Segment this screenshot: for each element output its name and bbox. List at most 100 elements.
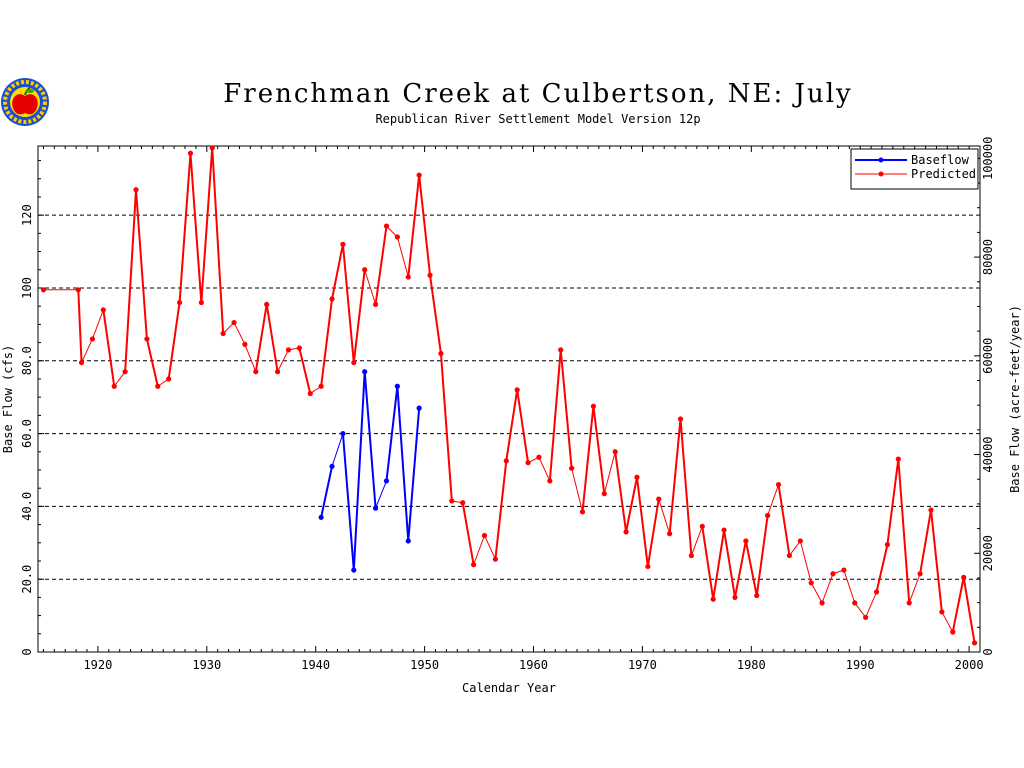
predicted-segment-24 xyxy=(320,297,334,388)
y-tick-label-3: 60.0 xyxy=(20,419,34,448)
predicted-point-7 xyxy=(133,187,139,193)
predicted-point-26 xyxy=(340,241,346,247)
chart-subtitle: Republican River Settlement Model Versio… xyxy=(375,112,700,126)
legend-label-baseflow: Baseflow xyxy=(911,153,970,167)
predicted-segment-80 xyxy=(929,509,943,613)
predicted-point-5 xyxy=(111,383,117,389)
x-tick-label-7: 1990 xyxy=(846,658,875,672)
series-predicted xyxy=(40,145,978,646)
predicted-point-16 xyxy=(231,319,237,326)
y-axis-label: Base Flow (cfs) xyxy=(1,345,15,453)
y-tick-label-0: 0 xyxy=(20,648,34,655)
y-tick-label-1: 20.0 xyxy=(20,565,34,594)
predicted-segment-61 xyxy=(723,529,736,599)
predicted-segment-69 xyxy=(810,582,823,604)
predicted-point-75 xyxy=(873,589,880,595)
predicted-point-43 xyxy=(525,460,531,466)
x-tick-label-8: 2000 xyxy=(955,658,984,672)
predicted-point-11 xyxy=(176,299,183,306)
predicted-point-77 xyxy=(895,456,901,462)
predicted-segment-25 xyxy=(331,243,344,300)
predicted-segment-12 xyxy=(189,152,203,304)
predicted-segment-16 xyxy=(233,322,246,345)
predicted-segment-5 xyxy=(113,371,126,387)
predicted-segment-18 xyxy=(254,303,268,373)
predicted-point-38 xyxy=(471,562,477,568)
predicted-segment-29 xyxy=(374,225,388,306)
y-tick-label-6: 120 xyxy=(20,204,34,226)
y2-axis-label: Base Flow (acre-feet/year) xyxy=(1008,305,1022,493)
predicted-segment-63 xyxy=(744,539,758,597)
predicted-point-55 xyxy=(656,496,662,502)
predicted-segment-83 xyxy=(962,576,976,644)
predicted-point-71 xyxy=(830,571,836,577)
predicted-segment-40 xyxy=(494,459,508,561)
y-tick-label-4: 80.0 xyxy=(20,346,34,375)
predicted-segment-41 xyxy=(505,388,519,462)
predicted-segment-10 xyxy=(167,301,181,380)
predicted-segment-19 xyxy=(265,303,279,373)
plot-frame xyxy=(37,145,981,653)
predicted-segment-14 xyxy=(211,146,225,335)
predicted-point-35 xyxy=(438,350,444,357)
predicted-point-20 xyxy=(274,369,281,375)
y2-tick-label-4: 80000 xyxy=(981,239,995,275)
predicted-segment-42 xyxy=(516,388,530,464)
predicted-point-83 xyxy=(961,574,967,580)
predicted-segment-49 xyxy=(592,405,606,495)
predicted-point-29 xyxy=(372,301,379,307)
predicted-point-4 xyxy=(100,307,106,313)
predicted-segment-48 xyxy=(581,405,595,513)
predicted-segment-68 xyxy=(799,540,812,584)
predicted-point-70 xyxy=(819,600,825,606)
y2-tick-label-3: 60000 xyxy=(981,338,995,374)
predicted-point-9 xyxy=(155,383,161,389)
series-baseflow xyxy=(318,369,422,573)
predicted-segment-8 xyxy=(145,337,159,388)
legend-marker-baseflow xyxy=(878,157,884,163)
predicted-segment-22 xyxy=(298,347,312,395)
predicted-point-27 xyxy=(351,359,357,366)
predicted-point-41 xyxy=(503,458,509,464)
predicted-point-28 xyxy=(362,267,368,273)
predicted-point-47 xyxy=(569,465,575,471)
predicted-point-31 xyxy=(394,234,400,240)
predicted-segment-38 xyxy=(473,535,485,566)
predicted-point-45 xyxy=(547,478,553,484)
predicted-segment-75 xyxy=(875,543,889,593)
predicted-point-48 xyxy=(579,509,586,515)
predicted-point-73 xyxy=(852,600,858,606)
predicted-segment-34 xyxy=(429,274,442,355)
baseflow-segment-1 xyxy=(331,433,344,467)
predicted-segment-31 xyxy=(396,236,409,278)
y2-tick-label-0: 0 xyxy=(981,648,995,655)
predicted-point-69 xyxy=(808,580,814,586)
legend: Baseflow Predicted xyxy=(850,148,979,190)
predicted-point-2 xyxy=(78,359,85,366)
baseflow-segment-6 xyxy=(385,385,399,482)
y-tick-label-5: 100 xyxy=(20,277,34,299)
predicted-point-40 xyxy=(492,556,498,562)
predicted-segment-44 xyxy=(538,456,551,482)
predicted-point-10 xyxy=(166,376,172,382)
predicted-point-25 xyxy=(329,296,335,302)
grid xyxy=(38,214,980,580)
predicted-point-54 xyxy=(645,563,651,570)
predicted-segment-77 xyxy=(897,458,911,604)
predicted-point-58 xyxy=(688,552,695,559)
predicted-point-51 xyxy=(612,449,618,455)
predicted-segment-4 xyxy=(102,308,116,388)
predicted-segment-2 xyxy=(81,338,93,364)
x-tick-label-5: 1970 xyxy=(628,658,657,672)
predicted-point-56 xyxy=(667,531,673,537)
predicted-point-17 xyxy=(242,341,248,347)
predicted-point-57 xyxy=(677,416,684,422)
predicted-point-21 xyxy=(285,347,292,353)
x-tick-label-1: 1930 xyxy=(192,658,221,672)
predicted-point-1 xyxy=(75,287,81,293)
baseflow-segment-5 xyxy=(375,480,387,509)
predicted-segment-64 xyxy=(755,514,769,597)
predicted-segment-74 xyxy=(865,591,878,618)
predicted-segment-60 xyxy=(712,529,726,601)
